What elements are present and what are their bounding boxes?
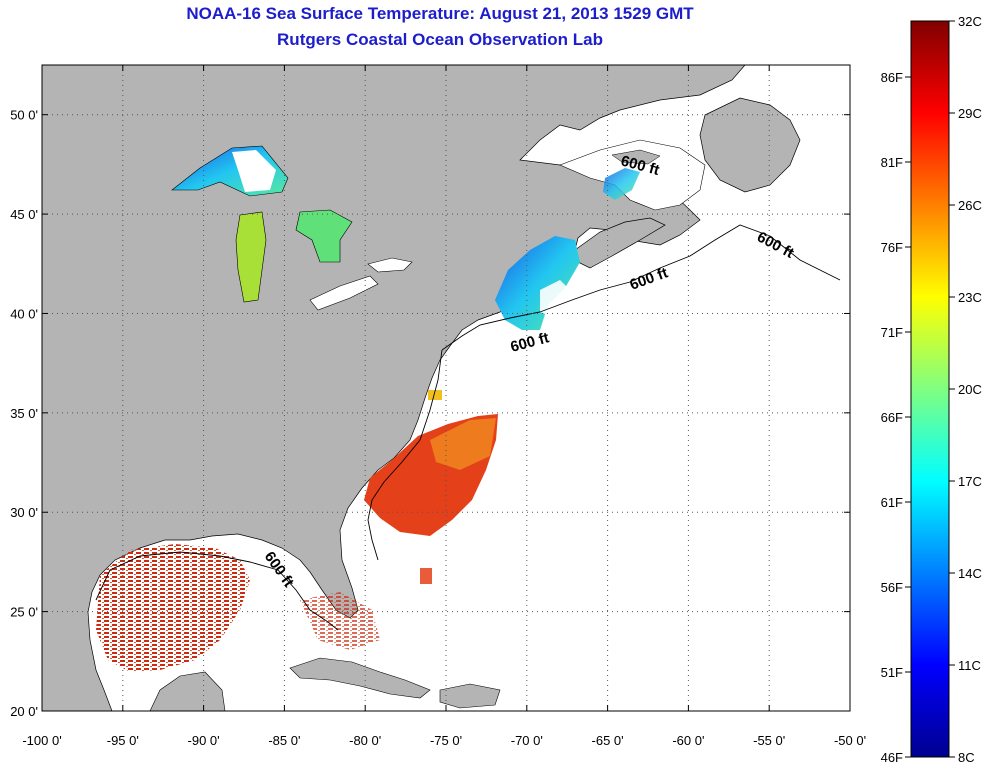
gulf-of-maine-sst bbox=[495, 236, 580, 330]
colorbar-celsius-label: 32C bbox=[958, 14, 982, 29]
y-tick-label: 40 0' bbox=[10, 306, 38, 321]
map-title: NOAA-16 Sea Surface Temperature: August … bbox=[186, 4, 694, 23]
land-yucatan bbox=[149, 671, 226, 711]
y-tick-label: 35 0' bbox=[10, 406, 38, 421]
colorbar-fahrenheit-label: 51F bbox=[881, 665, 903, 680]
colorbar-celsius-labels: 32C 29C 26C 23C 20C 17C 14C 11C 8C bbox=[949, 14, 982, 765]
colorbar-fahrenheit-labels: 86F 81F 76F 71F 66F 61F 56F 51F 46F bbox=[881, 70, 911, 765]
lake-michigan bbox=[235, 211, 267, 303]
land-cuba bbox=[289, 657, 431, 699]
y-tick-label: 50 0' bbox=[10, 108, 38, 123]
colorbar-celsius-label: 11C bbox=[958, 658, 981, 673]
colorbar-fahrenheit-label: 46F bbox=[881, 750, 903, 765]
x-tick-label: -90 0' bbox=[188, 733, 220, 748]
colorbar-celsius-label: 29C bbox=[958, 106, 982, 121]
y-tick-label: 30 0' bbox=[10, 505, 38, 520]
anticosti-island bbox=[611, 149, 661, 165]
y-tick-label: 20 0' bbox=[10, 704, 38, 719]
x-tick-label: -65 0' bbox=[592, 733, 624, 748]
x-tick-label: -55 0' bbox=[753, 733, 785, 748]
land-nova-scotia bbox=[574, 217, 666, 269]
longitude-axis: -100 0' -95 0' -90 0' -85 0' -80 0' -75 0' -70… bbox=[22, 65, 866, 748]
colorbar bbox=[910, 20, 950, 758]
x-tick-label: -95 0' bbox=[107, 733, 139, 748]
gulf-stream-warm-edge bbox=[430, 418, 496, 470]
colorbar-fahrenheit-label: 56F bbox=[881, 580, 903, 595]
st-lawrence-sst bbox=[603, 168, 640, 200]
hatteras-patch bbox=[428, 390, 442, 400]
x-tick-label: -50 0' bbox=[834, 733, 866, 748]
isobath-600ft-east bbox=[441, 224, 841, 351]
colorbar-fahrenheit-label: 61F bbox=[881, 495, 903, 510]
lake-superior-cloud bbox=[232, 150, 276, 192]
isobath-600ft-south bbox=[367, 349, 443, 561]
colorbar-celsius-label: 14C bbox=[958, 566, 982, 581]
colorbar-fahrenheit-label: 71F bbox=[881, 325, 903, 340]
isobath-600ft-gulf bbox=[95, 551, 339, 631]
colorbar-celsius-label: 23C bbox=[958, 290, 982, 305]
y-tick-label: 45 0' bbox=[10, 207, 38, 222]
land-hispaniola bbox=[439, 683, 501, 709]
latitude-axis: 50 0' 45 0' 40 0' 35 0' 30 0' 25 0' 20 0' bbox=[10, 108, 850, 719]
lake-ontario bbox=[367, 257, 413, 273]
colorbar-fahrenheit-label: 86F bbox=[881, 70, 903, 85]
colorbar-celsius-label: 20C bbox=[958, 382, 982, 397]
colorbar-fahrenheit-label: 66F bbox=[881, 410, 903, 425]
x-tick-label: -60 0' bbox=[672, 733, 704, 748]
colorbar-celsius-label: 17C bbox=[958, 474, 982, 489]
florida-strait-patch bbox=[420, 568, 432, 584]
y-tick-label: 25 0' bbox=[10, 605, 38, 620]
x-tick-label: -100 0' bbox=[22, 733, 61, 748]
lake-erie bbox=[309, 275, 379, 311]
x-tick-label: -85 0' bbox=[268, 733, 300, 748]
gulf-of-mexico-sst bbox=[96, 544, 250, 672]
x-tick-label: -80 0' bbox=[349, 733, 381, 748]
map-subtitle: Rutgers Coastal Ocean Observation Lab bbox=[277, 30, 603, 49]
x-tick-label: -75 0' bbox=[430, 733, 462, 748]
x-tick-label: -70 0' bbox=[511, 733, 543, 748]
caribbean-sst bbox=[300, 592, 380, 650]
colorbar-celsius-label: 8C bbox=[958, 750, 975, 765]
land-newfoundland bbox=[699, 97, 801, 193]
colorbar-fahrenheit-label: 76F bbox=[881, 240, 903, 255]
colorbar-fahrenheit-label: 81F bbox=[881, 155, 903, 170]
colorbar-celsius-label: 26C bbox=[958, 198, 982, 213]
